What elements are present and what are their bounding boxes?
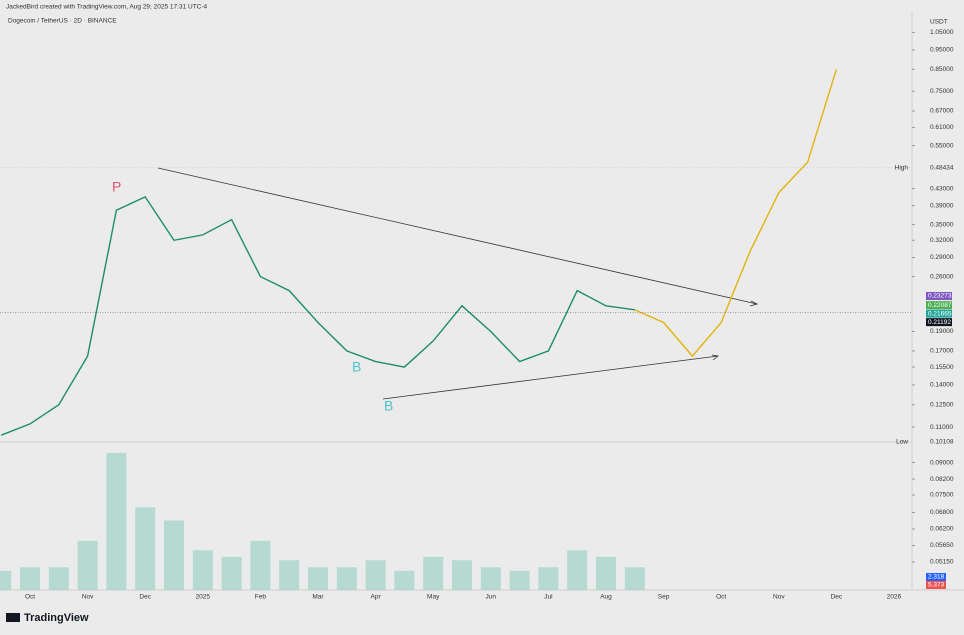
logo-icon [6,613,20,622]
volume-bar [221,556,242,590]
y-tick-label: 0.11000 [930,424,953,431]
x-tick-label: 2026 [887,594,902,601]
x-tick-label: Sep [658,594,670,601]
volume-bar [624,567,645,590]
credit: JackedBird created with TradingView.com,… [6,4,208,11]
y2-tick-label: 0.05150 [930,559,954,566]
volume-tag [926,573,946,581]
volume-bar [596,556,616,590]
price-tag [926,318,952,327]
price-tag-label: 0.21665 [928,310,952,317]
y-tick-label: 1.05000 [930,29,954,36]
upper-trendline [157,167,758,305]
price-line [0,196,635,436]
price-line [634,69,838,358]
volume-bar [336,567,357,590]
volume-tag-label: 2.318 [928,574,945,581]
x-tick-label: Aug [600,594,612,601]
x-tick-label: Nov [82,594,94,601]
x-tick-label: 2025 [196,594,211,601]
y2-tick-label: 0.06200 [930,526,954,533]
logo-text: TradingView [24,612,89,624]
volume-tag [926,581,946,589]
y-tick-label: 0.35000 [930,221,954,228]
x-tick-label: Jul [544,594,553,601]
volume-bar [365,560,386,590]
y-tick-label: 0.61000 [930,124,954,131]
high-label: High [895,164,909,171]
volume-bar [0,570,12,590]
price-tag-label: 0.23273 [928,293,952,300]
annotation: B [384,398,393,414]
arrow-head [749,300,759,307]
volume-bar [279,560,300,590]
volume-bar [250,540,271,590]
volume-bar [20,567,40,590]
x-tick-label: Oct [716,594,726,601]
x-tick-label: Apr [371,594,382,601]
price-tag [926,309,952,318]
x-tick-label: Nov [773,594,785,601]
price-tag-label: 0.22087 [928,302,952,309]
volume-bar [452,560,472,590]
y2-tick-label: 0.06800 [930,509,954,516]
volume-bar [48,567,69,590]
y-tick-label: 0.32000 [930,237,954,244]
volume-bar [192,550,213,590]
y-tick-label: 0.29000 [930,254,954,261]
volume-bar [509,570,530,590]
y-tick-label: 0.12500 [930,401,954,408]
symbol: Dogecoin / TetherUS · 2D · BINANCE [8,18,117,25]
y2-tick-label: 0.09000 [930,459,954,466]
y2-tick-label: 0.07500 [930,492,954,499]
volume-bar [567,550,588,590]
y-tick-label: 0.85000 [930,66,954,73]
x-tick-label: Mar [312,594,324,601]
high-value: 0.48434 [930,164,954,171]
volume-bar [538,567,559,590]
x-tick-label: Oct [25,594,35,601]
y-tick-label: 0.75000 [930,88,954,95]
y-tick-label: 0.43000 [930,185,954,192]
y-tick-label: 0.95000 [930,47,954,54]
x-tick-label: Feb [255,594,267,601]
y2-tick-label: 0.05650 [930,542,954,549]
arrow-head [711,354,719,361]
lower-trendline [382,355,719,400]
volume-bar [480,567,501,590]
y-tick-label: 0.14000 [930,382,954,389]
y-tick-label: 0.15500 [930,364,954,371]
volume-tag-label: 5.373 [928,582,945,589]
volume-bar [423,556,444,590]
y-tick-label: 0.67000 [930,108,954,115]
x-tick-label: May [427,594,440,601]
x-tick-label: Jun [486,594,497,601]
volume-bar [394,570,415,590]
y-tick-label: 0.55000 [930,142,954,149]
price-tag-label: 0.21192 [928,319,951,326]
volume-bar [77,540,98,590]
low-value: 0.10108 [930,439,954,446]
annotation: B [352,359,361,375]
x-tick-label: Dec [139,594,151,601]
price-tag [926,291,952,300]
footer-logo: TradingView [6,612,89,624]
annotation: P [112,179,121,195]
volume-bar [164,520,184,590]
y-tick-label: 0.26000 [930,273,954,280]
volume-bar [135,507,156,590]
price-tag [926,301,952,310]
low-label: Low [896,439,908,446]
y-tick-label: 0.17000 [930,348,954,355]
volume-bar [308,567,328,590]
y-tick-label: 0.19000 [930,328,954,335]
volume-bar [106,452,127,590]
y-tick-label: 0.39000 [930,202,954,209]
y2-tick-label: 0.08200 [930,476,954,483]
x-tick-label: Dec [831,594,843,601]
currency: USDT [930,19,948,26]
